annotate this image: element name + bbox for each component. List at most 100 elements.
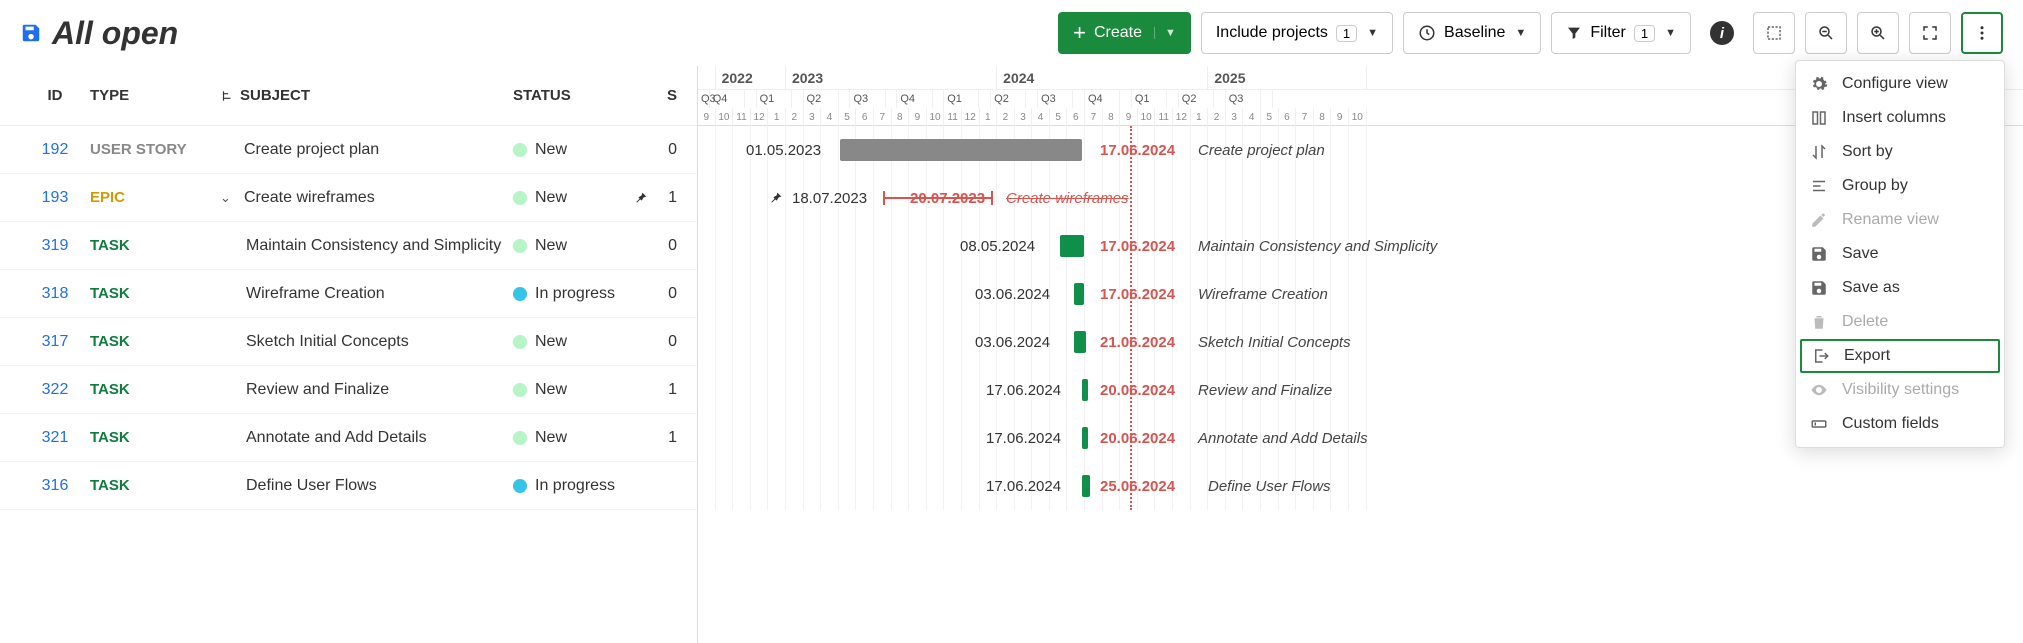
row-id[interactable]: 317 <box>20 333 90 351</box>
row-status[interactable]: New <box>513 333 633 351</box>
baseline-icon <box>1418 24 1436 42</box>
row-type: TASK <box>90 477 220 494</box>
gear-icon <box>1810 75 1830 93</box>
fullscreen-button[interactable] <box>1753 12 1795 54</box>
gantt-bar[interactable] <box>1074 283 1084 305</box>
table-row[interactable]: 322 TASK Review and Finalize New 1 <box>0 366 697 414</box>
row-s: 1 <box>657 381 677 399</box>
row-id[interactable]: 316 <box>20 477 90 495</box>
fields-icon <box>1810 415 1830 433</box>
create-button[interactable]: + Create ▼ <box>1058 12 1191 54</box>
row-id[interactable]: 319 <box>20 237 90 255</box>
row-id[interactable]: 318 <box>20 285 90 303</box>
row-subject[interactable]: Create project plan <box>220 141 513 159</box>
row-s: 0 <box>657 237 677 255</box>
hierarchy-icon <box>220 89 234 103</box>
table-row[interactable]: 318 TASK Wireframe Creation In progress … <box>0 270 697 318</box>
col-header-s[interactable]: S <box>657 87 677 104</box>
col-header-status[interactable]: STATUS <box>513 87 633 104</box>
gantt-row[interactable]: 17.06.202425.06.2024Define User Flows <box>698 462 2023 510</box>
gantt-start-date: 17.06.2024 <box>986 382 1061 399</box>
row-s: 1 <box>657 429 677 447</box>
menu-item-label: Visibility settings <box>1842 381 1959 399</box>
table-row[interactable]: 317 TASK Sketch Initial Concepts New 0 <box>0 318 697 366</box>
baseline-button[interactable]: Baseline ▼ <box>1403 12 1541 54</box>
pin-icon[interactable] <box>633 190 657 206</box>
row-id[interactable]: 322 <box>20 381 90 399</box>
row-status[interactable]: In progress <box>513 285 633 303</box>
table-row[interactable]: 192 USER STORY Create project plan New 0 <box>0 126 697 174</box>
menu-item-rename-view: Rename view <box>1796 203 2004 237</box>
table-row[interactable]: 193 EPIC ⌄Create wireframes New 1 <box>0 174 697 222</box>
row-status[interactable]: New <box>513 237 633 255</box>
row-subject[interactable]: Annotate and Add Details <box>220 429 513 447</box>
gantt-bar[interactable] <box>1082 379 1088 401</box>
gantt-start-date: 08.05.2024 <box>960 238 1035 255</box>
row-type: TASK <box>90 285 220 302</box>
row-status[interactable]: New <box>513 189 633 207</box>
table-row[interactable]: 321 TASK Annotate and Add Details New 1 <box>0 414 697 462</box>
gantt-bar[interactable] <box>1082 475 1090 497</box>
menu-item-label: Export <box>1844 347 1890 365</box>
table-row[interactable]: 316 TASK Define User Flows In progress <box>0 462 697 510</box>
menu-item-label: Insert columns <box>1842 109 1946 127</box>
gantt-task-name: Annotate and Add Details <box>1198 430 1368 447</box>
menu-item-save-as[interactable]: Save as <box>1796 271 2004 305</box>
gantt-start-date: 18.07.2023 <box>792 190 867 207</box>
gantt-end-date: 17.06.2024 <box>1100 286 1175 303</box>
row-subject[interactable]: Maintain Consistency and Simplicity <box>220 237 513 255</box>
row-subject[interactable]: Sketch Initial Concepts <box>220 333 513 351</box>
zoom-in-button[interactable] <box>1857 12 1899 54</box>
row-status[interactable]: New <box>513 141 633 159</box>
gantt-bar[interactable] <box>840 139 1082 161</box>
gantt-end-date: 20.06.2024 <box>1100 430 1175 447</box>
gantt-task-name: Create project plan <box>1198 142 1325 159</box>
row-id[interactable]: 192 <box>20 141 90 159</box>
row-status[interactable]: New <box>513 429 633 447</box>
gantt-end-date: 17.06.2024 <box>1100 142 1175 159</box>
gantt-bar[interactable] <box>1082 427 1088 449</box>
row-subject[interactable]: Define User Flows <box>220 477 513 495</box>
menu-item-label: Delete <box>1842 313 1888 331</box>
zoom-out-button[interactable] <box>1805 12 1847 54</box>
row-type: TASK <box>90 333 220 350</box>
row-type: USER STORY <box>90 141 220 158</box>
gantt-end-date: 20.07.2023 <box>910 190 985 207</box>
col-header-type[interactable]: TYPE <box>90 87 220 104</box>
menu-item-sort-by[interactable]: Sort by <box>1796 135 2004 169</box>
menu-item-configure-view[interactable]: Configure view <box>1796 67 2004 101</box>
gantt-task-name: Review and Finalize <box>1198 382 1332 399</box>
row-type: EPIC <box>90 189 220 206</box>
row-subject[interactable]: Wireframe Creation <box>220 285 513 303</box>
chevron-down-icon[interactable]: ▼ <box>1154 27 1176 39</box>
row-id[interactable]: 193 <box>20 189 90 207</box>
row-subject[interactable]: Review and Finalize <box>220 381 513 399</box>
filter-button[interactable]: Filter 1 ▼ <box>1551 12 1691 54</box>
more-menu-button[interactable] <box>1961 12 2003 54</box>
col-header-subject[interactable]: SUBJECT <box>220 87 513 104</box>
row-subject[interactable]: ⌄Create wireframes <box>220 189 513 207</box>
gantt-end-date: 17.06.2024 <box>1100 238 1175 255</box>
menu-item-label: Sort by <box>1842 143 1893 161</box>
menu-item-custom-fields[interactable]: Custom fields <box>1796 407 2004 441</box>
info-button[interactable]: i <box>1701 12 1743 54</box>
save-title-icon[interactable] <box>20 22 42 44</box>
menu-item-group-by[interactable]: Group by <box>1796 169 2004 203</box>
include-projects-button[interactable]: Include projects 1 ▼ <box>1201 12 1393 54</box>
row-status[interactable]: In progress <box>513 477 633 495</box>
table-row[interactable]: 319 TASK Maintain Consistency and Simpli… <box>0 222 697 270</box>
col-header-id[interactable]: ID <box>20 87 90 104</box>
menu-item-label: Group by <box>1842 177 1908 195</box>
menu-item-label: Configure view <box>1842 75 1948 93</box>
menu-item-save[interactable]: Save <box>1796 237 2004 271</box>
menu-item-insert-columns[interactable]: Insert columns <box>1796 101 2004 135</box>
gantt-bar[interactable] <box>1060 235 1084 257</box>
gantt-bar[interactable] <box>1074 331 1086 353</box>
row-status[interactable]: New <box>513 381 633 399</box>
zoom-fit-button[interactable] <box>1909 12 1951 54</box>
menu-item-export[interactable]: Export <box>1800 339 2000 373</box>
filter-count: 1 <box>1634 25 1655 42</box>
gantt-task-name: Sketch Initial Concepts <box>1198 334 1351 351</box>
include-projects-label: Include projects <box>1216 24 1328 42</box>
row-id[interactable]: 321 <box>20 429 90 447</box>
